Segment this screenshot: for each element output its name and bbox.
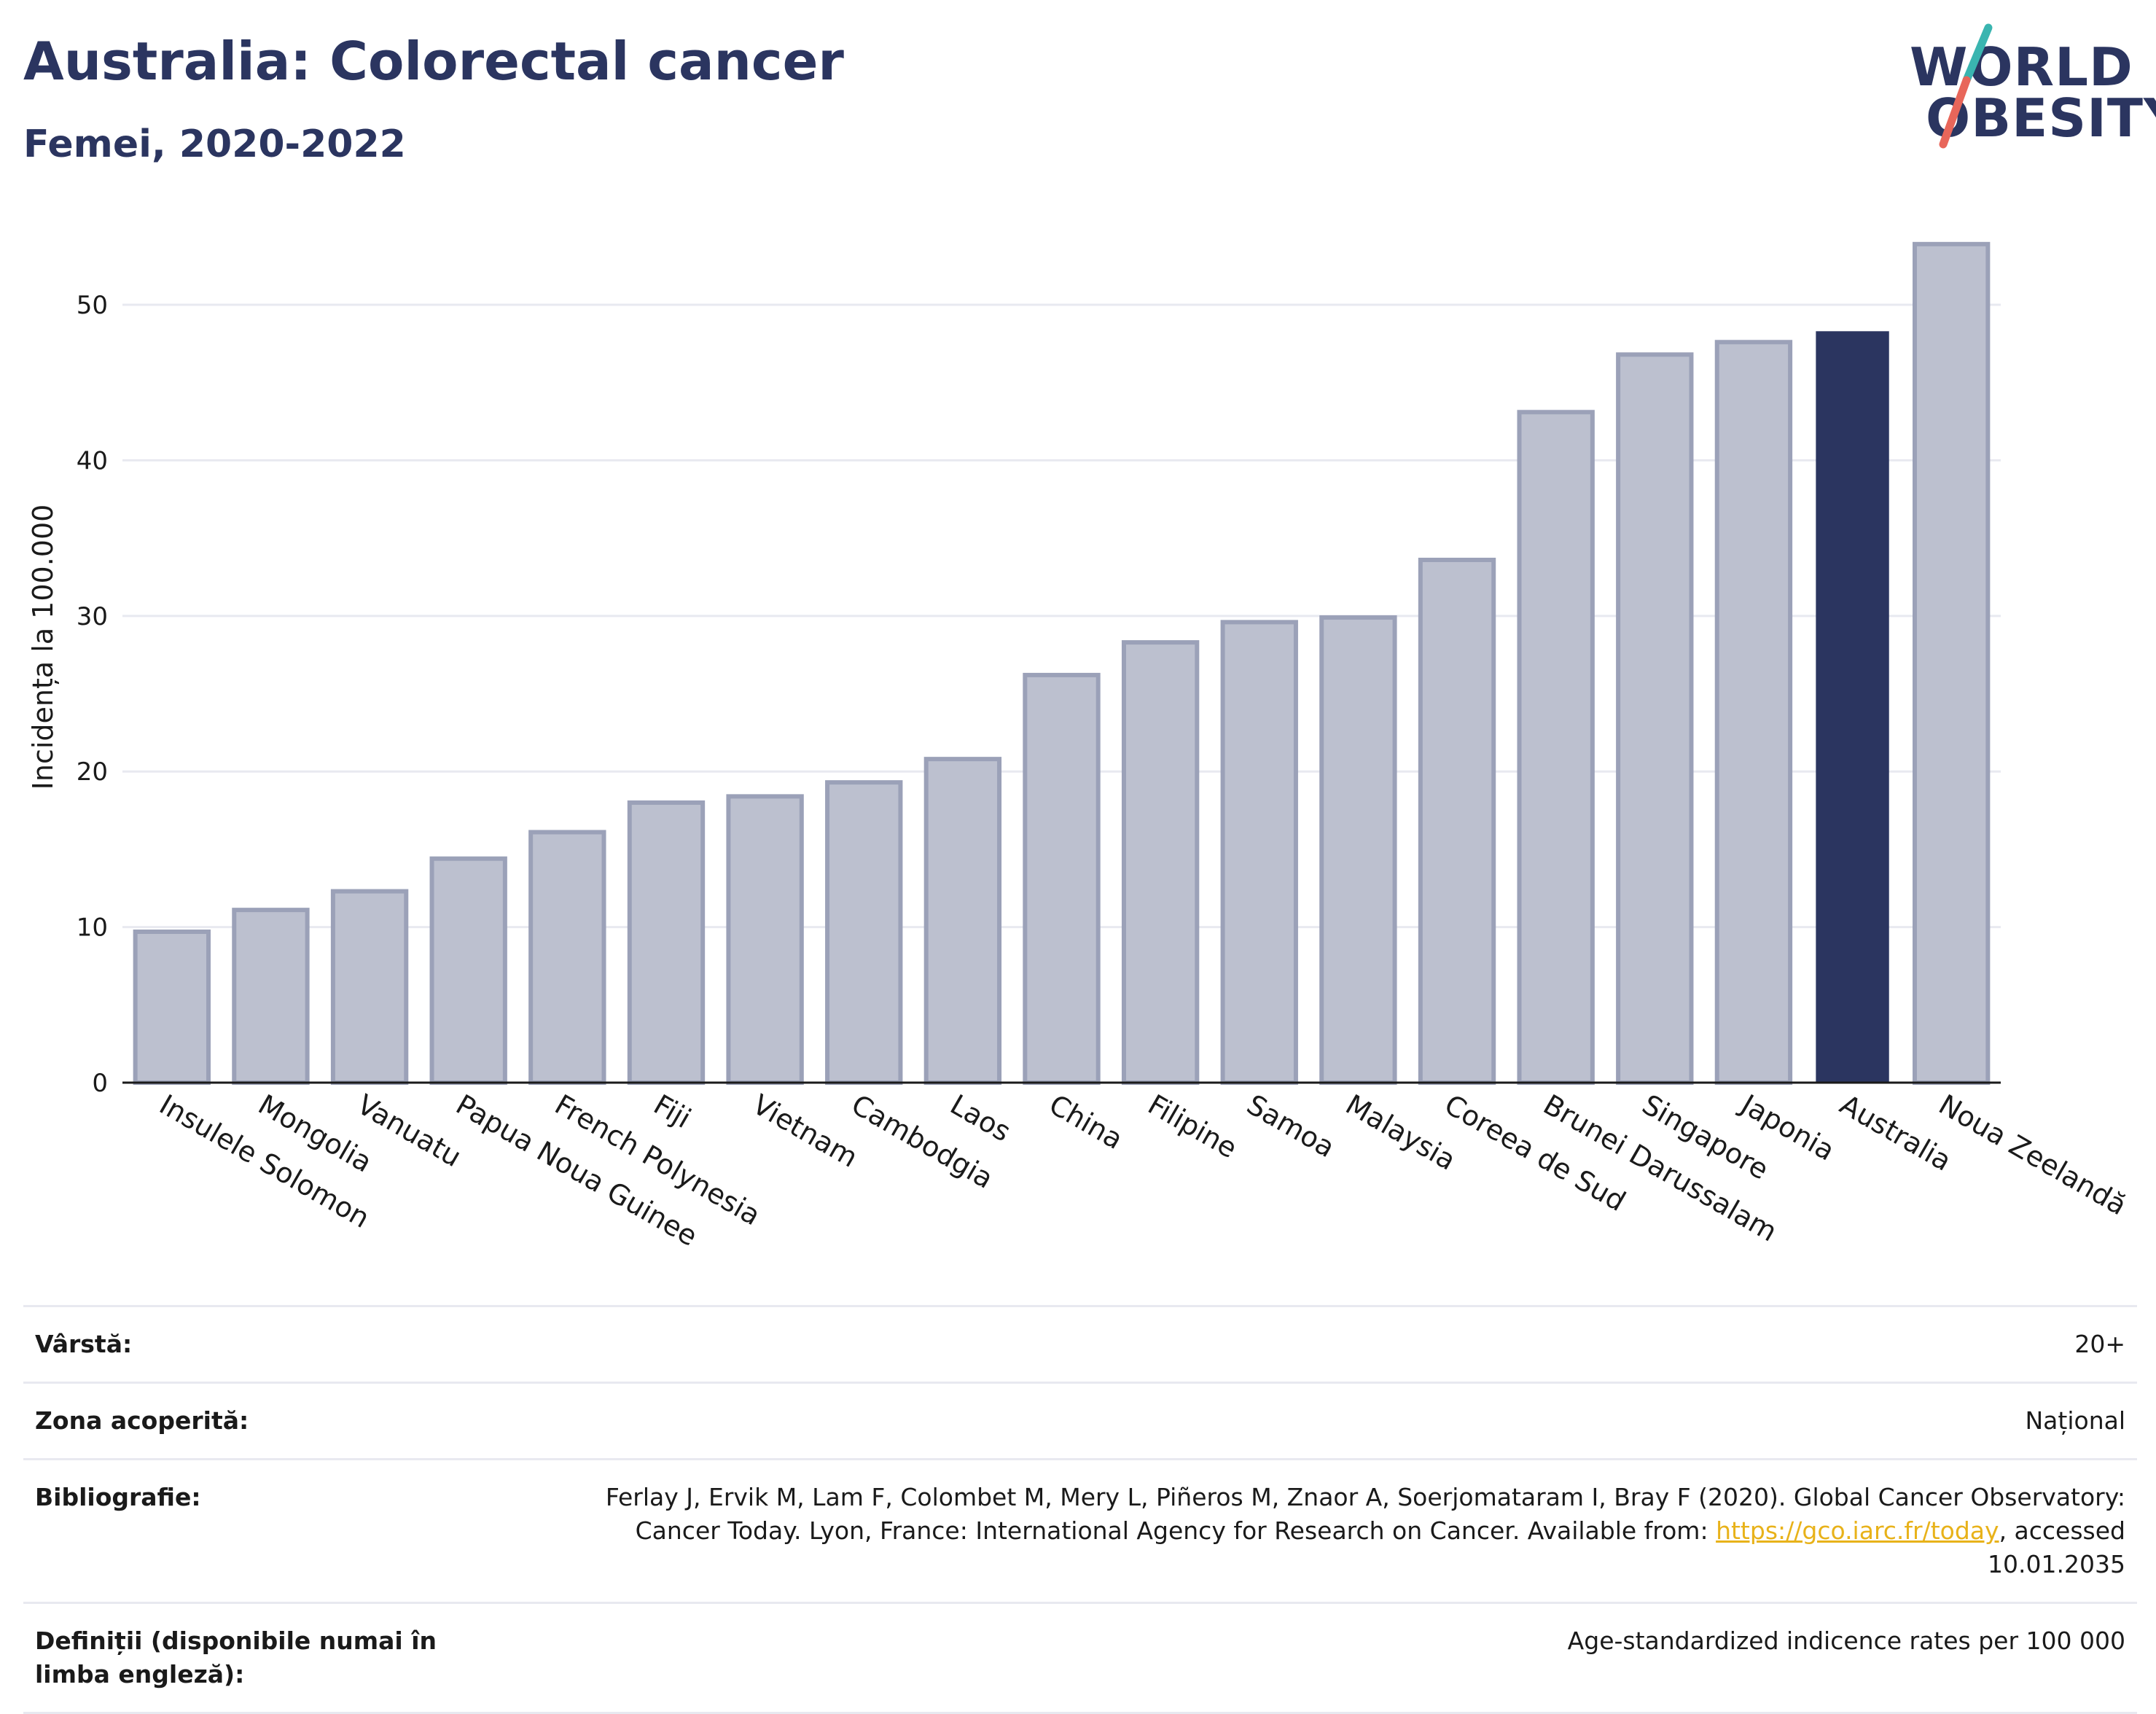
bar-fiji (627, 800, 706, 1086)
x-tick-label: Vietnam (747, 1088, 863, 1174)
bibliography-accessed: , accessed 10.01.2035 (1988, 1516, 2125, 1578)
bibliography-link[interactable]: https://gco.iarc.fr/today (1716, 1516, 1999, 1545)
bar-insulele-solomon (133, 930, 211, 1085)
bar-china (1023, 672, 1101, 1085)
meta-row-age: Vârstă: 20+ (23, 1305, 2137, 1382)
logo-line1: WORLD (1910, 36, 2133, 98)
age-label: Vârstă: (35, 1330, 133, 1358)
y-tick-label: 40 (77, 446, 108, 475)
meta-row-bibliography: Bibliografie: Ferlay J, Ervik M, Lam F, … (23, 1458, 2137, 1602)
definitions-value: Age-standardized indicence rates per 100… (1567, 1627, 2125, 1655)
area-value: Național (2025, 1406, 2125, 1435)
age-value: 20+ (2074, 1330, 2125, 1358)
meta-row-area: Zona acoperită: Național (23, 1382, 2137, 1458)
world-obesity-logo: WORLD OBESITY (1895, 22, 2156, 153)
x-tick-label: Filipine (1143, 1088, 1243, 1165)
logo-slash-icon (1939, 23, 1993, 149)
y-tick-label: 10 (77, 914, 108, 943)
bar-malaysia (1319, 615, 1397, 1085)
y-tick-label: 50 (77, 291, 108, 320)
x-tick-label: Malaysia (1340, 1088, 1461, 1177)
bibliography-value: Ferlay J, Ervik M, Lam F, Colombet M, Me… (595, 1481, 2125, 1581)
bar-french-polynesia (528, 830, 606, 1085)
bar-samoa (1220, 620, 1298, 1085)
bar-vietnam (726, 794, 804, 1085)
bar-cambodgia (825, 780, 903, 1085)
bar-coreea-de-sud (1418, 558, 1496, 1085)
y-tick-label: 20 (77, 757, 108, 787)
y-tick-label: 0 (92, 1069, 108, 1098)
x-tick-label: Laos (945, 1088, 1016, 1148)
bar-filipine (1121, 640, 1200, 1085)
bar-brunei-darussalam (1517, 410, 1595, 1085)
area-label: Zona acoperită: (35, 1406, 249, 1435)
bibliography-text: Ferlay J, Ervik M, Lam F, Colombet M, Me… (605, 1483, 2125, 1545)
bar-papua-noua-guinee (429, 856, 507, 1085)
chart-subtitle: Femei, 2020-2022 (23, 122, 406, 166)
bar-singapore (1616, 352, 1694, 1086)
bar-mongolia (232, 908, 310, 1085)
x-tick-label: Fiji (648, 1088, 696, 1134)
metadata-table: Vârstă: 20+ Zona acoperită: Național Bib… (23, 1305, 2137, 1714)
bibliography-label: Bibliografie: (35, 1483, 201, 1511)
bar-laos (923, 757, 1002, 1086)
x-tick-label: China (1044, 1088, 1128, 1156)
meta-row-definitions: Definiții (disponibile numai în limba en… (23, 1602, 2137, 1714)
y-tick-label: 30 (77, 602, 108, 631)
bar-australia (1816, 331, 1889, 1083)
bar-vanuatu (330, 889, 409, 1085)
x-tick-label: Noua Zeelandă (1934, 1088, 2132, 1222)
x-tick-label: Australia (1835, 1088, 1957, 1177)
bar-japonia (1714, 340, 1793, 1085)
definitions-label: Definiții (disponibile numai în limba en… (35, 1627, 437, 1688)
chart-title: Australia: Colorectal cancer (23, 31, 844, 92)
x-tick-label: Samoa (1241, 1088, 1340, 1164)
y-axis-label: Incidența la 100.000 (27, 505, 59, 790)
bar-noua-zeeland- (1913, 241, 1991, 1085)
